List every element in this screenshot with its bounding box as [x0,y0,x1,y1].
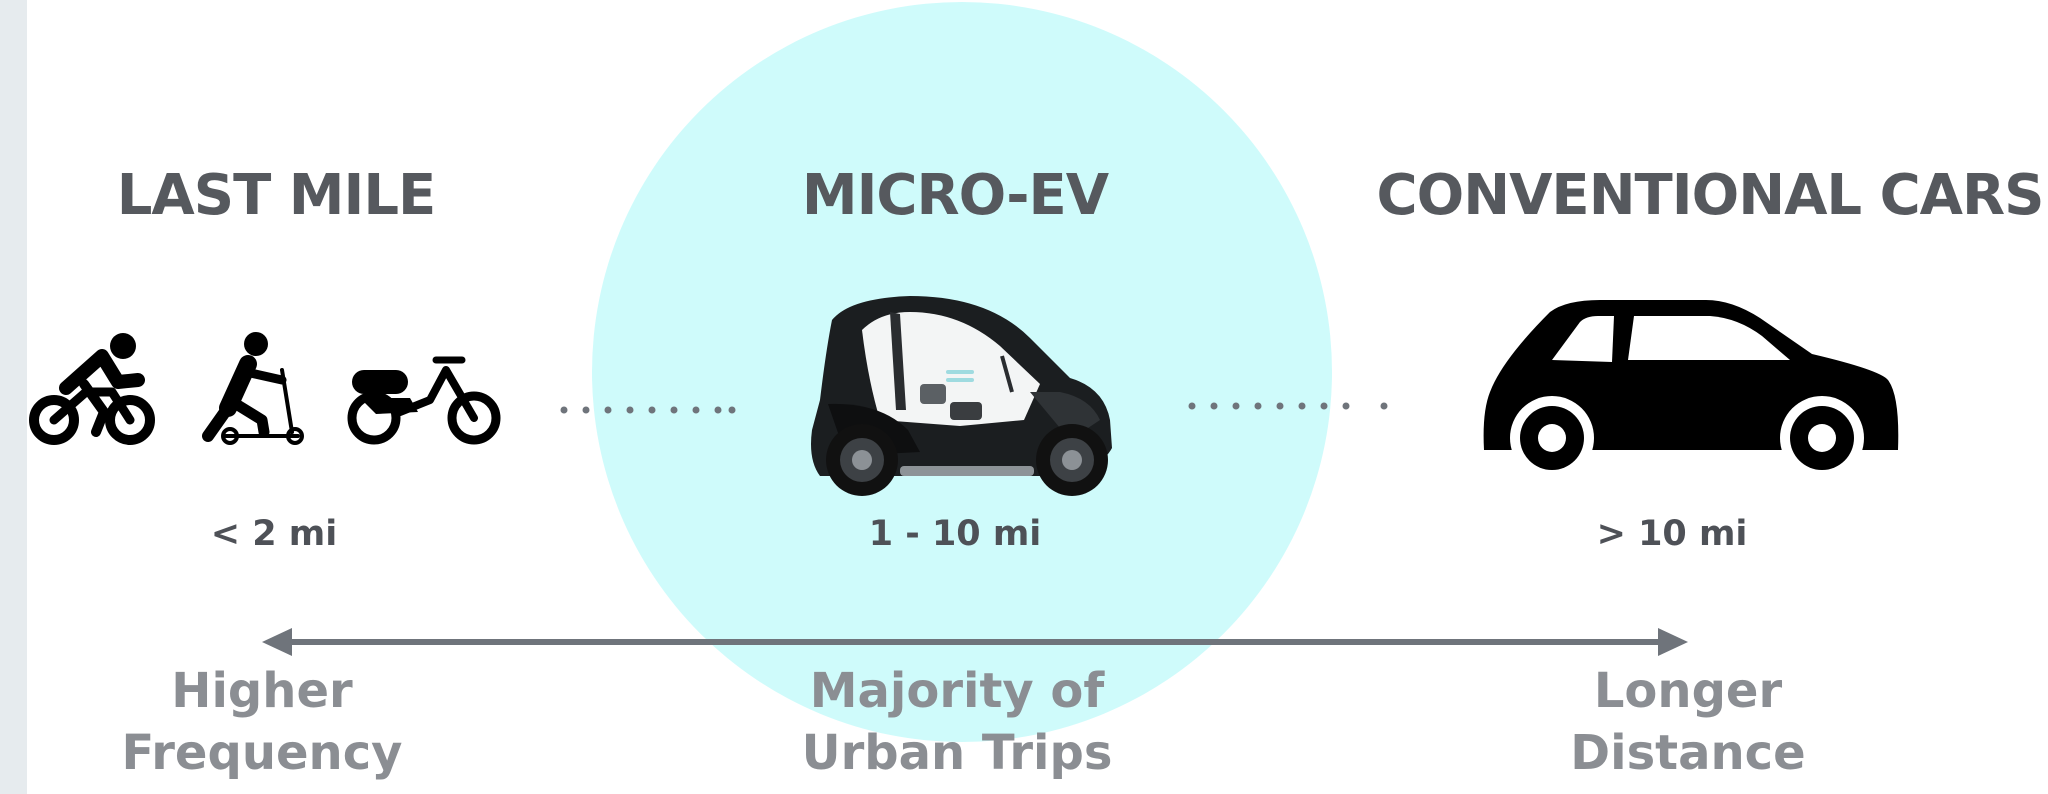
heading-last-mile: LAST MILE [116,163,437,228]
axis-label-higher-frequency: Higher Frequency [62,660,462,784]
distance-frequency-arrow [262,628,1688,656]
connector-dots-left [560,406,736,414]
connector-dots-right [1188,402,1388,410]
car-icon [1483,300,1899,480]
axis-label-right-line2: Distance [1570,725,1806,781]
axis-label-right-line1: Longer [1593,663,1783,719]
axis-label-left-line1: Higher [171,663,353,719]
axis-label-center-line1: Majority of [809,663,1105,719]
bicycle-rider-icon [29,333,155,445]
distance-last-mile: < 2 mi [210,514,338,554]
distance-micro-ev: 1 - 10 mi [868,514,1042,554]
axis-label-center-line2: Urban Trips [801,725,1113,781]
axis-label-left-line2: Frequency [121,725,403,781]
axis-label-majority-urban-trips: Majority of Urban Trips [757,660,1157,784]
distance-conventional-cars: > 10 mi [1596,514,1748,554]
micro-ev-car-icon [811,296,1112,496]
kick-scooter-rider-icon [202,332,304,445]
axis-label-longer-distance: Longer Distance [1488,660,1888,784]
e-moped-icon [347,356,501,445]
heading-conventional-cars: CONVENTIONAL CARS [1376,163,2045,228]
heading-micro-ev: MICRO-EV [801,163,1109,228]
left-edge-strip [0,0,27,794]
